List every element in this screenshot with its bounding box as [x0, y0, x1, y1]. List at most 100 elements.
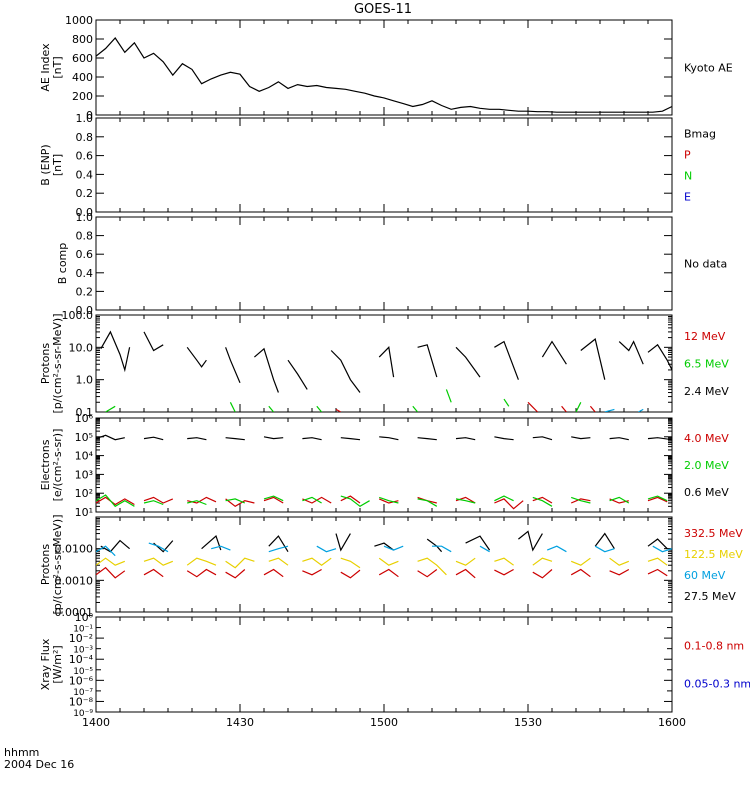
data-series-line: [532, 496, 553, 504]
y-tick-label: 0.0010: [55, 574, 94, 587]
data-series-line: [494, 340, 519, 380]
data-series-line: [417, 569, 438, 578]
y-minor-tick-label: 10⁻⁵: [73, 667, 93, 677]
data-series-line: [96, 494, 135, 508]
data-series-line: [604, 408, 615, 412]
data-series-line: [268, 557, 289, 566]
data-series-line: [263, 568, 284, 578]
data-series-line: [518, 530, 543, 552]
data-series-line: [340, 569, 361, 579]
data-series-line: [225, 498, 255, 508]
data-series-line: [211, 545, 231, 551]
data-series-line: [432, 545, 452, 553]
data-series-line: [143, 496, 174, 504]
panel-frame: [95, 117, 673, 213]
data-series-line: [417, 498, 438, 507]
legend-entry: 60 MeV: [684, 569, 726, 582]
legend-entry: 122.5 MeV: [684, 548, 743, 561]
data-series-line: [316, 545, 337, 553]
y-axis-unit: [p/(cm²-s-sr-MeV)]: [51, 515, 64, 615]
y-axis-title: Electrons: [39, 439, 52, 490]
legend-entry: 2.0 MeV: [684, 459, 729, 472]
data-series-line: [647, 568, 668, 577]
legend-entry: 2.4 MeV: [684, 385, 729, 398]
data-series-line: [143, 436, 164, 441]
panel-ae: 0 200 400 600 800 1000 AE Index [nT] Kyoto AE: [39, 14, 733, 122]
panel-frame: [95, 216, 673, 311]
data-series-line: [225, 498, 246, 504]
data-series-line: [532, 436, 553, 441]
data-series-line: [96, 496, 135, 506]
legend-entry: 4.0 MeV: [684, 432, 729, 445]
data-series-line: [383, 545, 404, 551]
data-series-line: [503, 398, 510, 407]
y-tick-label: 0.6: [76, 248, 94, 261]
data-series-line: [647, 557, 668, 566]
legend-entry: 6.5 MeV: [684, 358, 729, 371]
data-series-line: [187, 500, 207, 506]
data-series-line: [302, 437, 322, 441]
data-series-line: [186, 568, 217, 578]
y-tick-label: 10⁻⁶: [69, 674, 94, 687]
data-series-line: [148, 542, 169, 553]
data-series-line: [340, 557, 361, 569]
y-axis-unit: [p/(cm²-s-sr-MeV)]: [51, 314, 64, 414]
footer-hhmm: hhmm: [4, 746, 39, 759]
data-series-line: [417, 557, 447, 576]
data-series-line: [647, 496, 668, 503]
y-axis-title: B comp: [56, 243, 69, 285]
data-series-line: [225, 569, 246, 579]
y-tick-label: 0.2: [76, 187, 94, 200]
panel-frame: [95, 616, 673, 713]
y-tick-label: 1000: [65, 14, 93, 27]
data-series-line: [527, 401, 539, 412]
data-series-line: [647, 343, 672, 371]
data-series-line: [302, 557, 332, 566]
y-tick-label: 10⁶: [75, 412, 94, 425]
data-series-line: [379, 436, 399, 441]
data-series-line: [378, 568, 399, 578]
data-series-line: [330, 350, 361, 393]
y-tick-label: 200: [72, 90, 93, 103]
panel-frame: [95, 314, 673, 413]
data-series-line: [378, 346, 395, 378]
data-series-line: [455, 557, 476, 566]
y-tick-label: 800: [72, 33, 93, 46]
data-series-line: [268, 545, 289, 553]
panel-protons: 0.1 1.0 10.0 100.0 Protons [p/(cm²-s-sr-MeV)]…: [39, 309, 729, 419]
data-series-line: [229, 402, 236, 412]
x-tick-label: 1600: [658, 716, 686, 729]
data-series-line: [412, 405, 419, 412]
data-series-line: [225, 437, 245, 441]
data-series-line: [580, 338, 606, 380]
y-tick-label: 10⁴: [75, 450, 94, 463]
data-series-line: [374, 542, 394, 551]
y-tick-label: 10.0: [69, 341, 94, 354]
y-tick-label: 0.0100: [55, 543, 94, 556]
data-series-line: [287, 359, 308, 390]
y-tick-label: 0.4: [76, 168, 94, 181]
data-series-line: [455, 498, 476, 504]
legend-entry: E: [684, 190, 691, 203]
panel-frame: [95, 417, 673, 513]
data-series-line: [143, 557, 174, 566]
data-series-line: [225, 347, 241, 384]
data-series-line: [100, 539, 130, 553]
data-series-line: [186, 346, 207, 368]
data-series-line: [570, 557, 591, 566]
data-series-line: [647, 495, 668, 502]
panel-bfield: 0.0 0.2 0.4 0.6 0.8 1.0 B (ENP) [nT] Bmag PNE: [39, 112, 716, 219]
data-series-line: [96, 545, 116, 557]
y-minor-tick-label: 10⁻¹: [73, 625, 93, 635]
y-tick-label: 10¹: [75, 506, 93, 519]
data-series-line: [541, 340, 567, 365]
legend-entry: 27.5 MeV: [684, 590, 736, 603]
panel-bcomp: 0.0 0.2 0.4 0.6 0.8 1.0 B comp No data: [56, 211, 727, 317]
data-series-line: [254, 347, 279, 393]
data-series-line: [445, 389, 452, 403]
data-series-line: [494, 498, 524, 510]
data-series-line: [187, 437, 207, 441]
data-series-line: [570, 568, 591, 578]
y-axis-title: AE Index: [39, 43, 52, 92]
